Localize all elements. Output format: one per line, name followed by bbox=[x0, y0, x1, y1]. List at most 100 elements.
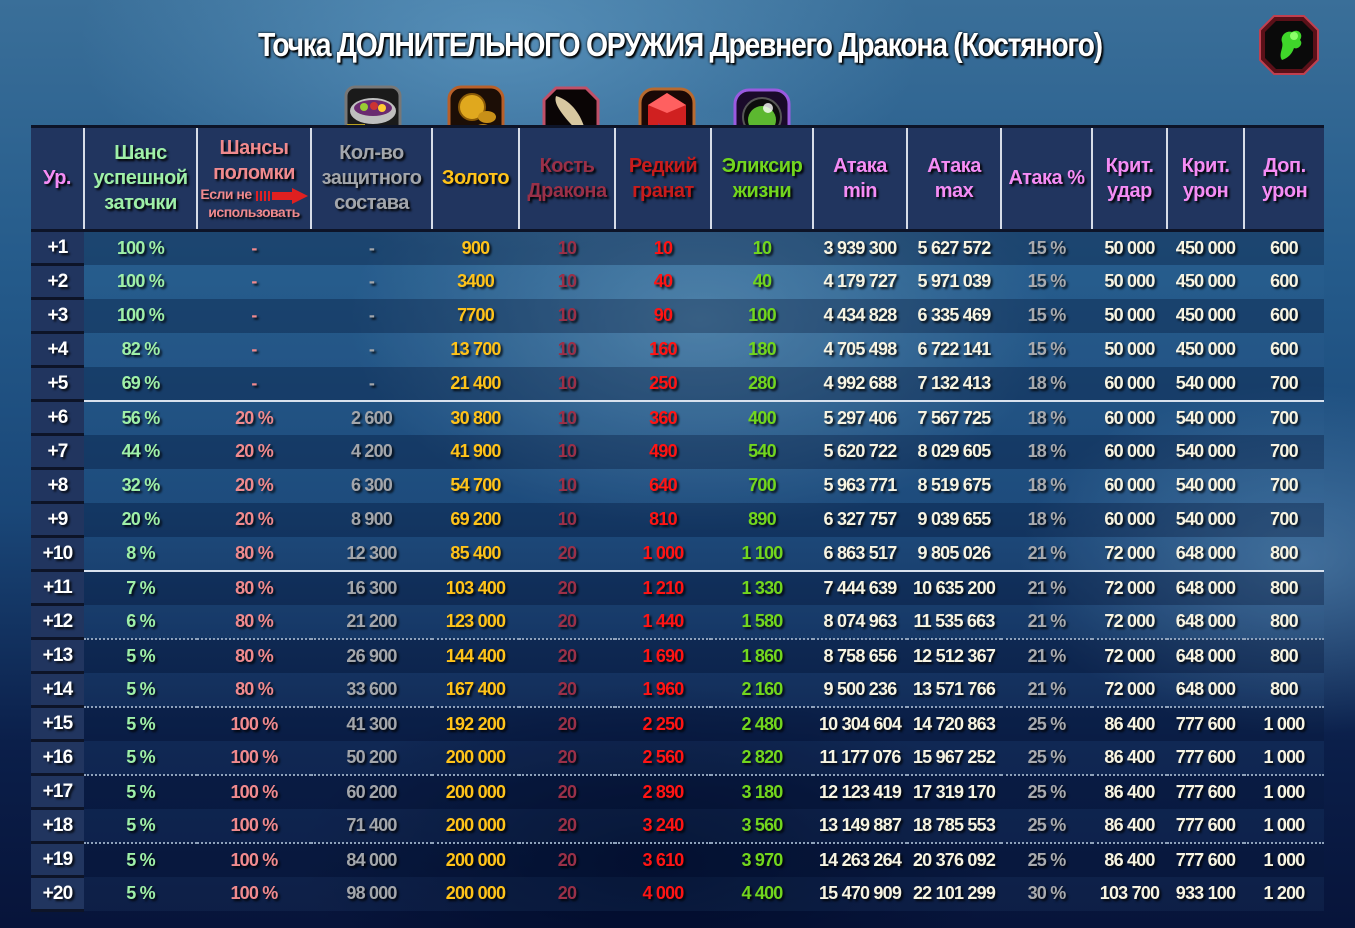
dragon-bone-cell: 20 bbox=[519, 638, 615, 673]
success-chance-cell: 44 % bbox=[84, 434, 197, 469]
table-row: +15 5 % 100 % 41 300 192 200 20 2 250 2 480 10 3… bbox=[31, 706, 1324, 742]
level-cell: +15 bbox=[31, 706, 84, 742]
extra-damage-cell: 1 200 bbox=[1244, 876, 1324, 911]
success-chance-cell: 6 % bbox=[84, 604, 197, 640]
break-chance-cell: 100 % bbox=[197, 706, 311, 741]
crit-damage-cell: 540 000 bbox=[1167, 468, 1244, 503]
attack-min-cell: 13 149 887 bbox=[813, 808, 907, 844]
gold-cell: 85 400 bbox=[432, 536, 519, 572]
crit-damage-cell: 648 000 bbox=[1167, 672, 1244, 708]
elixir-cell: 1 330 bbox=[711, 570, 813, 605]
crit-damage-cell: 777 600 bbox=[1167, 706, 1244, 741]
level-cell: +20 bbox=[31, 876, 84, 912]
attack-min-cell: 14 263 264 bbox=[813, 842, 907, 877]
attack-max-cell: 18 785 553 bbox=[907, 808, 1001, 844]
crit-damage-cell: 777 600 bbox=[1167, 842, 1244, 877]
attack-max-cell: 15 967 252 bbox=[907, 740, 1001, 776]
attack-min-cell: 8 074 963 bbox=[813, 604, 907, 640]
rare-garnet-cell: 2 250 bbox=[615, 706, 711, 741]
attack-percent-cell: 15 % bbox=[1001, 298, 1092, 333]
level-cell: +13 bbox=[31, 638, 84, 674]
crit-damage-cell: 648 000 bbox=[1167, 570, 1244, 605]
protect-amount-cell: 60 200 bbox=[311, 774, 432, 809]
rare-garnet-cell: 1 210 bbox=[615, 570, 711, 605]
success-chance-cell: 5 % bbox=[84, 706, 197, 741]
rare-garnet-cell: 3 240 bbox=[615, 808, 711, 844]
crit-hit-cell: 60 000 bbox=[1092, 468, 1167, 503]
table-row: +13 5 % 80 % 26 900 144 400 20 1 690 1 860 8 758… bbox=[31, 638, 1324, 674]
extra-damage-cell: 600 bbox=[1244, 264, 1324, 299]
page-title: Точка ДОЛНИТЕЛЬНОГО ОРУЖИЯ Древнего Драк… bbox=[258, 26, 1103, 63]
attack-percent-cell: 21 % bbox=[1001, 604, 1092, 640]
success-chance-cell: 32 % bbox=[84, 468, 197, 503]
elixir-cell: 2 820 bbox=[711, 740, 813, 776]
attack-min-cell: 5 297 406 bbox=[813, 400, 907, 435]
crit-hit-cell: 60 000 bbox=[1092, 434, 1167, 469]
elixir-cell: 280 bbox=[711, 366, 813, 402]
gold-cell: 3400 bbox=[432, 264, 519, 299]
break-chance-cell: 100 % bbox=[197, 740, 311, 776]
red-arrow-right-icon bbox=[255, 187, 308, 204]
dragon-bone-cell: 10 bbox=[519, 332, 615, 367]
attack-max-cell: 6 335 469 bbox=[907, 298, 1001, 333]
gold-cell: 21 400 bbox=[432, 366, 519, 402]
crit-damage-cell: 933 100 bbox=[1167, 876, 1244, 911]
attack-min-cell: 4 179 727 bbox=[813, 264, 907, 299]
table-row: +20 5 % 100 % 98 000 200 000 20 4 000 4 400 15 4… bbox=[31, 876, 1324, 912]
gold-cell: 200 000 bbox=[432, 842, 519, 877]
protect-amount-cell: 71 400 bbox=[311, 808, 432, 844]
table-row: +5 69 % - -21 400 10 250 280 4 992 688 7 132 413… bbox=[31, 366, 1324, 402]
dragon-bone-cell: 10 bbox=[519, 468, 615, 503]
protect-amount-cell: 41 300 bbox=[311, 706, 432, 741]
success-chance-cell: 8 % bbox=[84, 536, 197, 572]
dragon-bone-cell: 10 bbox=[519, 264, 615, 299]
attack-percent-cell: 25 % bbox=[1001, 740, 1092, 776]
dragon-bone-cell: 20 bbox=[519, 876, 615, 911]
gold-cell: 200 000 bbox=[432, 740, 519, 776]
header-dragon-bone: Кость Дракона bbox=[518, 125, 615, 232]
attack-max-cell: 13 571 766 bbox=[907, 672, 1001, 708]
attack-min-cell: 12 123 419 bbox=[813, 774, 907, 809]
header-level: Ур. bbox=[31, 125, 84, 232]
attack-percent-cell: 25 % bbox=[1001, 774, 1092, 809]
crit-hit-cell: 103 700 bbox=[1092, 876, 1167, 911]
header-extra-damage: Доп. урон bbox=[1243, 125, 1324, 232]
rare-garnet-cell: 3 610 bbox=[615, 842, 711, 877]
attack-min-cell: 6 327 757 bbox=[813, 502, 907, 537]
success-chance-cell: 100 % bbox=[84, 230, 197, 265]
extra-damage-cell: 800 bbox=[1244, 604, 1324, 640]
dragon-bone-cell: 20 bbox=[519, 604, 615, 640]
attack-max-cell: 7 132 413 bbox=[907, 366, 1001, 402]
extra-damage-cell: 800 bbox=[1244, 638, 1324, 673]
attack-percent-cell: 18 % bbox=[1001, 434, 1092, 469]
extra-damage-cell: 1 000 bbox=[1244, 740, 1324, 776]
table-row: +11 7 % 80 % 16 300 103 400 20 1 210 1 330 7 444… bbox=[31, 570, 1324, 606]
crit-damage-cell: 450 000 bbox=[1167, 264, 1244, 299]
table-row: +19 5 % 100 % 84 000 200 000 20 3 610 3 970 14 2… bbox=[31, 842, 1324, 878]
rare-garnet-cell: 4 000 bbox=[615, 876, 711, 911]
extra-damage-cell: 800 bbox=[1244, 536, 1324, 572]
dragon-bone-cell: 20 bbox=[519, 706, 615, 741]
success-chance-cell: 5 % bbox=[84, 740, 197, 776]
attack-percent-cell: 18 % bbox=[1001, 400, 1092, 435]
extra-damage-cell: 700 bbox=[1244, 366, 1324, 402]
break-chance-cell: 80 % bbox=[197, 638, 311, 673]
header-crit-hit: Крит. удар bbox=[1091, 125, 1167, 232]
table-row: +8 32 % 20 % 6 300 54 700 10 640 700 5 963 771 8 … bbox=[31, 468, 1324, 504]
protect-amount-cell: 84 000 bbox=[311, 842, 432, 877]
rare-garnet-cell: 1 690 bbox=[615, 638, 711, 673]
attack-min-cell: 6 863 517 bbox=[813, 536, 907, 572]
protect-amount-cell: 50 200 bbox=[311, 740, 432, 776]
extra-damage-cell: 600 bbox=[1244, 230, 1324, 265]
header-attack-percent: Атака % bbox=[1000, 125, 1092, 232]
extra-damage-cell: 1 000 bbox=[1244, 774, 1324, 809]
gold-cell: 192 200 bbox=[432, 706, 519, 741]
dragon-bone-cell: 20 bbox=[519, 808, 615, 844]
crit-hit-cell: 86 400 bbox=[1092, 774, 1167, 809]
gold-cell: 103 400 bbox=[432, 570, 519, 605]
crit-hit-cell: 60 000 bbox=[1092, 400, 1167, 435]
attack-max-cell: 11 535 663 bbox=[907, 604, 1001, 640]
elixir-cell: 1 860 bbox=[711, 638, 813, 673]
gold-cell: 144 400 bbox=[432, 638, 519, 673]
gold-cell: 30 800 bbox=[432, 400, 519, 435]
